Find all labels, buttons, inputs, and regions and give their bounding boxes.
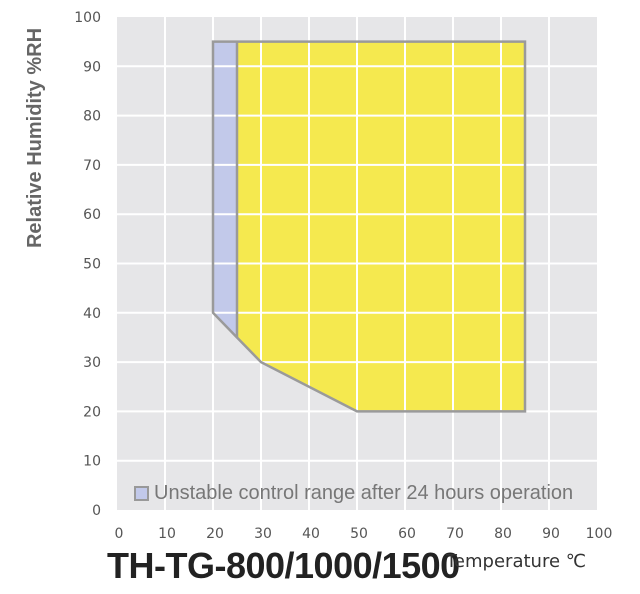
y-tick-label: 50: [83, 257, 101, 273]
legend: Unstable control range after 24 hours op…: [134, 482, 573, 505]
x-axis-label: Temperature ℃: [446, 551, 586, 572]
x-tick-label: 0: [115, 526, 124, 542]
y-tick-label: 20: [83, 404, 101, 420]
legend-label: Unstable control range after 24 hours op…: [154, 482, 574, 504]
series-area-0: [213, 41, 237, 338]
range-outline: [211, 40, 527, 413]
y-tick-label: 0: [92, 503, 101, 519]
x-tick-label: 30: [254, 526, 272, 542]
x-tick-label: 90: [542, 526, 560, 542]
y-tick-label: 100: [74, 10, 101, 26]
y-tick-label: 60: [83, 207, 101, 223]
series-area-1: [237, 41, 525, 412]
y-axis-label: Relative Humidity %RH: [24, 28, 46, 248]
x-tick-label: 80: [494, 526, 512, 542]
y-tick-label: 90: [83, 59, 101, 75]
legend-swatch-unstable: [134, 486, 149, 501]
y-tick-label: 80: [83, 109, 101, 125]
x-tick-label: 60: [398, 526, 416, 542]
x-tick-label: 100: [586, 526, 613, 542]
x-tick-label: 40: [302, 526, 320, 542]
x-tick-label: 20: [206, 526, 224, 542]
y-tick-label: 40: [83, 306, 101, 322]
y-tick-label: 30: [83, 355, 101, 371]
x-tick-label: 70: [446, 526, 464, 542]
x-tick-label: 50: [350, 526, 368, 542]
x-tick-label: 10: [158, 526, 176, 542]
y-tick-label: 10: [83, 454, 101, 470]
y-tick-label: 70: [83, 158, 101, 174]
chart-title: TH-TG-800/1000/1500: [107, 545, 460, 586]
